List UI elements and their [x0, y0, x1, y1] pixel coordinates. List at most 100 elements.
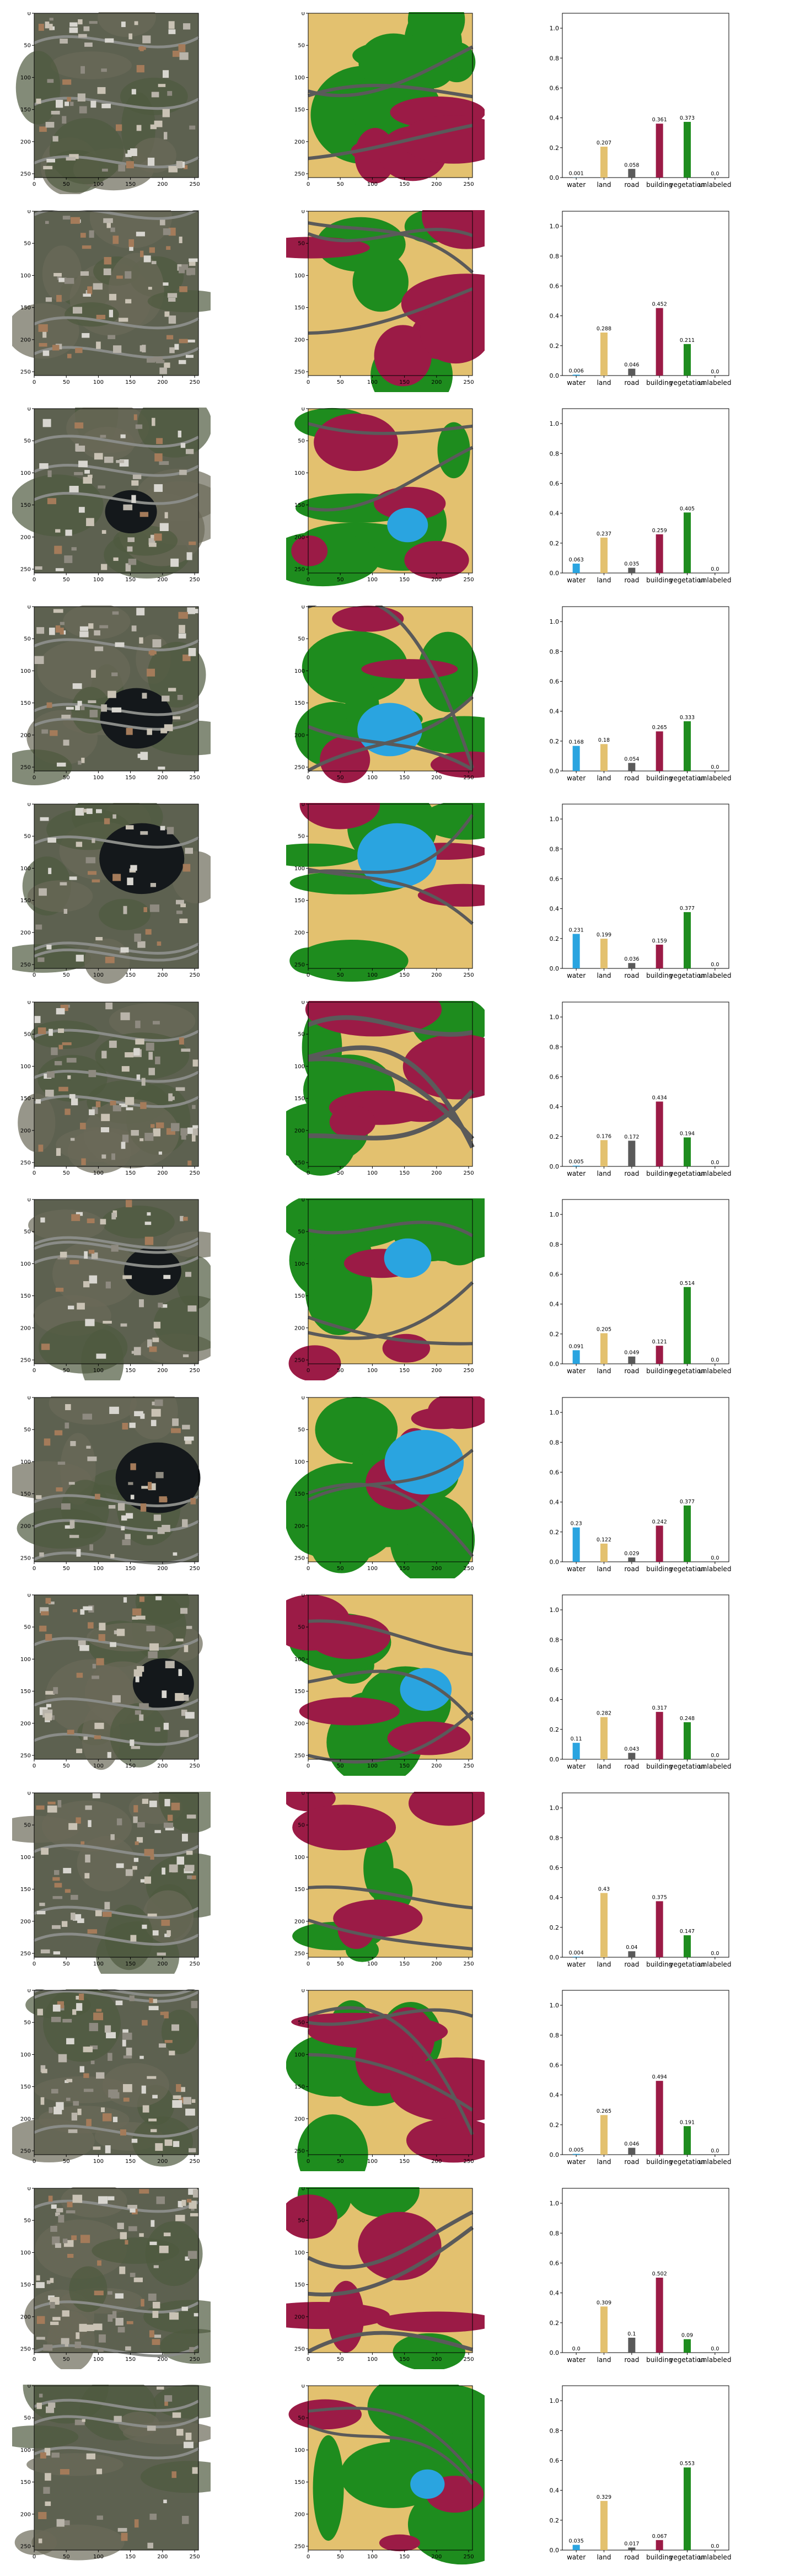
aerial-building: [40, 1607, 49, 1614]
aerial-building: [169, 1864, 178, 1872]
mask-xtick-label: 50: [337, 1961, 344, 1967]
aerial-building: [60, 1004, 68, 1011]
bar-value-label: 0.248: [680, 1716, 695, 1722]
mask-ytick-label: 0: [302, 1396, 305, 1401]
aerial-terrain-patch: [14, 2530, 57, 2556]
aerial-building: [42, 419, 51, 427]
mask-ytick-label: 100: [294, 2448, 305, 2454]
bar-category-label: road: [624, 2356, 639, 2364]
bar-building: [656, 1712, 663, 1759]
aerial-building: [179, 266, 185, 273]
aerial-building: [98, 2195, 108, 2204]
aerial-building: [139, 2232, 144, 2237]
aerial-building: [56, 100, 63, 108]
aerial-ytick-label: 0: [28, 1198, 31, 1203]
aerial-building: [136, 1665, 144, 1672]
aerial-building: [79, 2066, 84, 2072]
aerial-building: [166, 245, 171, 250]
mask-building-region: [286, 1791, 336, 1812]
bar-ytick-label: 0.2: [550, 737, 560, 745]
aerial-building: [69, 27, 78, 33]
aerial-building: [101, 530, 106, 534]
aerial-xtick-label: 150: [125, 1763, 136, 1769]
aerial-building: [92, 838, 95, 843]
mask-road-region: [307, 2424, 474, 2486]
aerial-building: [169, 2312, 179, 2320]
bar-ytick-label: 0.4: [550, 1894, 560, 1901]
mask-building-region: [308, 1615, 391, 1659]
aerial-ytick-label: 250: [20, 567, 31, 573]
sample-row: 0 0 50 50 100 100 150 150 200 200 250 250 0 0 50 50 100 1…: [0, 1989, 811, 2171]
mask-building-region: [430, 751, 485, 778]
aerial-building: [61, 1920, 68, 1927]
aerial-building: [54, 545, 62, 554]
aerial-terrain-patch: [77, 1835, 136, 1892]
bar-ytick-label: 0.4: [550, 115, 560, 122]
aerial-building: [47, 498, 57, 505]
aerial-building: [133, 1047, 140, 1056]
aerial-building: [51, 2452, 60, 2458]
aerial-xtick-label: 100: [93, 1763, 104, 1769]
mask-frame: [308, 606, 473, 771]
bar-ytick-label: 0.0: [550, 2151, 560, 2159]
aerial-road: [33, 1637, 200, 1650]
aerial-building: [136, 1615, 146, 1620]
mask-building-region: [361, 658, 458, 679]
aerial-building: [38, 2511, 47, 2519]
aerial-building: [149, 1997, 153, 2003]
bar-value-label: 0.265: [597, 2108, 611, 2114]
aerial-building: [129, 246, 133, 251]
aerial-ytick-label: 150: [20, 107, 31, 113]
aerial-ytick-label: 100: [20, 2052, 31, 2058]
bar-value-label: 0.176: [597, 1133, 611, 1139]
bar-road: [628, 963, 636, 968]
mask-ytick-label: 100: [294, 668, 305, 674]
aerial-building: [53, 1951, 61, 1954]
aerial-building: [145, 929, 152, 935]
aerial-building: [47, 1805, 57, 1813]
mask-xtick-label: 0: [307, 1368, 310, 1374]
aerial-building: [142, 1798, 148, 1804]
aerial-building: [47, 837, 56, 843]
mask-frame: [308, 2188, 473, 2353]
aerial-xtick-label: 250: [189, 181, 200, 188]
aerial-frame: [34, 211, 199, 376]
bar-ytick-label: 1.0: [550, 223, 560, 230]
mask-ytick-label: 100: [294, 272, 305, 279]
aerial-building: [125, 825, 134, 830]
bar-value-label: 0.121: [652, 1339, 667, 1345]
bar-category-label: unlabeled: [699, 1961, 731, 1968]
aerial-building: [56, 1008, 65, 1014]
mask-vegetation-region: [437, 422, 470, 479]
mask-xtick-label: 0: [307, 1170, 310, 1176]
bar-ytick-label: 0.6: [550, 1469, 560, 1476]
bar-value-label: 0.361: [652, 117, 667, 123]
aerial-building: [36, 2336, 45, 2340]
aerial-building: [55, 568, 64, 571]
aerial-building: [74, 2419, 85, 2425]
bar-value-label: 0.553: [680, 2461, 695, 2467]
aerial-building: [130, 2272, 136, 2277]
aerial-xtick-label: 150: [125, 379, 136, 385]
bar-category-label: land: [597, 972, 611, 979]
aerial-building: [36, 626, 45, 634]
aerial-building: [41, 729, 49, 733]
aerial-building: [103, 1321, 112, 1324]
aerial-building: [68, 1305, 74, 1310]
mask-xtick-label: 200: [431, 1961, 442, 1967]
aerial-building: [117, 1503, 125, 1511]
mask-ytick-label: 250: [294, 1951, 305, 1957]
aerial-ytick-label: 0: [28, 408, 31, 413]
aerial-xtick-label: 100: [93, 2554, 104, 2560]
mask-road-region: [308, 1089, 475, 1140]
mask-xtick-label: 250: [463, 1763, 474, 1769]
aerial-building: [116, 1863, 124, 1868]
aerial-building: [155, 1056, 160, 1064]
aerial-building: [186, 1814, 196, 1819]
aerial-building: [144, 1222, 152, 1225]
mask-vegetation-region: [352, 252, 409, 312]
aerial-building: [60, 882, 67, 886]
